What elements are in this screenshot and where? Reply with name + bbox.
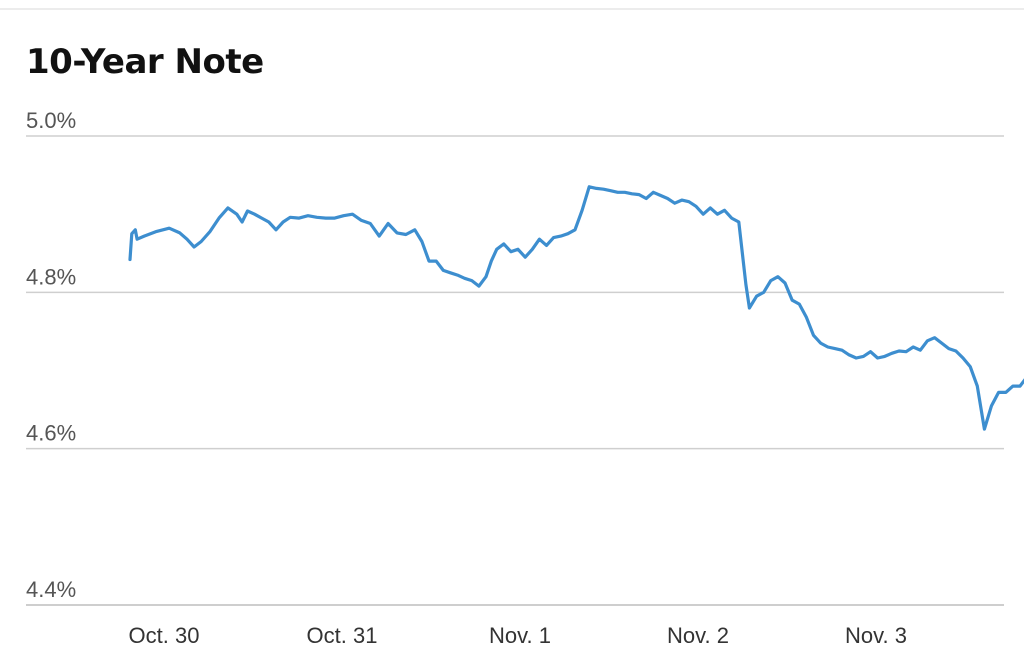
x-tick-label: Nov. 3: [845, 623, 907, 648]
series-line: [128, 185, 1024, 431]
y-tick-label: 4.6%: [26, 421, 76, 446]
top-divider: [0, 8, 1024, 10]
x-tick-label: Nov. 2: [667, 623, 729, 648]
x-tick-label: Oct. 30: [129, 623, 200, 648]
x-axis-labels: Oct. 30 Oct. 31 Nov. 1 Nov. 2 Nov. 3: [129, 623, 907, 648]
series-layer: [128, 185, 1024, 431]
x-tick-label: Nov. 1: [489, 623, 551, 648]
y-gridlines: [26, 135, 1004, 606]
y-axis-labels: 4.4% 4.6% 4.8% 5.0%: [26, 108, 76, 602]
y-tick-label: 4.4%: [26, 577, 76, 602]
y-tick-label: 5.0%: [26, 108, 76, 133]
y-tick-label: 4.8%: [26, 264, 76, 289]
chart-title: 10-Year Note: [26, 42, 264, 82]
x-tick-label: Oct. 31: [307, 623, 378, 648]
